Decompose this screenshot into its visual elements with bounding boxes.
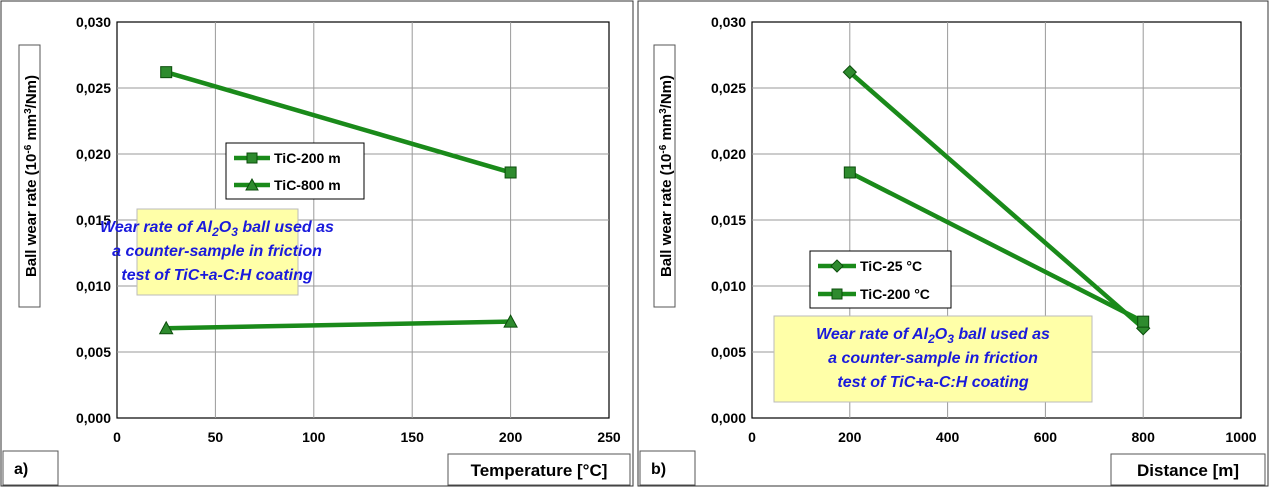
- panel-b-series-0-point-0: [842, 64, 858, 80]
- panel-b-series: [842, 64, 1151, 336]
- panel-b-series-1-point-0: [843, 166, 856, 179]
- panel-a-series-0-line: [165, 69, 512, 175]
- panel-b-x-tick-label: 800: [1132, 429, 1156, 445]
- panel-a-y-tick-label: 0,020: [76, 146, 111, 162]
- panel-a-legend-entries: TiC-200 m TiC-800 m: [234, 150, 341, 193]
- panel-b-x-ticks: 0 200 400 600 800 1000: [748, 429, 1257, 445]
- panel-a-legend-marker-0: [246, 152, 258, 164]
- panel-b-x-tick-label: 1000: [1225, 429, 1256, 445]
- panel-b-y-axis-label: Ball wear rate (10-6 mm3/Nm): [658, 75, 675, 277]
- panel-b-y-tick-label: 0,030: [711, 14, 746, 30]
- panel-b-x-tick-label: 200: [838, 429, 862, 445]
- panel-a-y-tick-label: 0,025: [76, 80, 111, 96]
- panel-b-annotation-line-1: Wear rate of Al2O3 ball used as: [816, 326, 1050, 346]
- panel-a-y-tick-label: 0,010: [76, 278, 111, 294]
- panel-b-x-axis-label: Distance [m]: [1137, 461, 1239, 480]
- panel-a-series-1-point-0: [158, 320, 174, 335]
- panel-a-x-tick-label: 150: [401, 429, 425, 445]
- panel-a-x-tick-label: 100: [302, 429, 326, 445]
- panel-a-annotation-box: [136, 208, 299, 296]
- panel-b-xlabel-box: [1110, 453, 1266, 486]
- panel-a-series-1-point-1: [503, 314, 518, 328]
- panel-a-xlabel-box: [447, 453, 631, 486]
- panel-a-x-tick-label: 250: [597, 429, 621, 445]
- panel-b-legend-marker-0: [830, 259, 844, 273]
- panel-b-annotation-box: [773, 315, 1093, 403]
- panel-a-y-tick-label: 0,005: [76, 344, 111, 360]
- panel-a-y-tick-label: 0,015: [76, 212, 111, 228]
- panel-a-x-axis-label: Temperature [°C]: [471, 461, 608, 480]
- panel-a-x-tick-label: 200: [499, 429, 523, 445]
- panel-b-legend-marker-1: [831, 288, 843, 300]
- panel-b-y-ticks: 0,000 0,005 0,010 0,015 0,020 0,025 0,030: [711, 14, 746, 426]
- panel-b-y-tick-label: 0,000: [711, 410, 746, 426]
- panel-a-legend-label-0: TiC-200 m: [274, 150, 341, 166]
- panel-a-annotation-line-3: test of TiC+a-C:H coating: [121, 267, 313, 284]
- panel-b-letter: b): [651, 461, 666, 478]
- panel-b-legend-label-0: TiC-25 °C: [860, 258, 922, 274]
- panel-a: 0,000 0,005 0,010 0,015 0,020 0,025 0,030 0 50 1…: [0, 0, 634, 487]
- panel-a-letter: a): [14, 461, 28, 478]
- panel-a-x-tick-label: 50: [208, 429, 224, 445]
- panel-a-letter-box: [2, 450, 59, 486]
- panel-a-x-ticks: 0 50 100 150 200 250: [113, 429, 621, 445]
- panel-b-y-tick-label: 0,010: [711, 278, 746, 294]
- panel-b-letter-box: [639, 450, 696, 486]
- panel-a-y-ticks: 0,000 0,005 0,010 0,015 0,020 0,025 0,030: [76, 14, 111, 426]
- panel-b-annotation-line-2: a counter-sample in friction: [828, 350, 1038, 367]
- panel-a-legend-label-1: TiC-800 m: [274, 177, 341, 193]
- panel-b-ylabel-box: [653, 44, 676, 308]
- panel-a-annotation-line-2: a counter-sample in friction: [112, 243, 322, 260]
- panel-a-series-0-point-0: [160, 66, 173, 79]
- panel-a-y-tick-label: 0,000: [76, 410, 111, 426]
- panel-b-y-tick-label: 0,025: [711, 80, 746, 96]
- panel-a-y-axis-label: Ball wear rate (10-6 mm3/Nm): [23, 75, 40, 277]
- panel-a-x-tick-label: 0: [113, 429, 121, 445]
- panel-b-legend-label-1: TiC-200 °C: [860, 286, 930, 302]
- panel-a-series: [158, 66, 518, 335]
- panel-b-x-tick-label: 600: [1034, 429, 1058, 445]
- panel-b: 0,000 0,005 0,010 0,015 0,020 0,025 0,030 0 200…: [637, 0, 1269, 487]
- panel-b-x-tick-label: 400: [936, 429, 960, 445]
- panel-b-legend-entries: TiC-25 °C TiC-200 °C: [818, 258, 930, 302]
- panel-a-y-tick-label: 0,030: [76, 14, 111, 30]
- panel-b-y-tick-label: 0,005: [711, 344, 746, 360]
- panel-b-series-0-line: [848, 70, 1145, 330]
- panel-b-series-1-line: [848, 170, 1145, 324]
- panel-b-y-tick-label: 0,020: [711, 146, 746, 162]
- panel-b-annotation-line-3: test of TiC+a-C:H coating: [837, 374, 1029, 391]
- panel-a-series-0-point-1: [504, 166, 517, 179]
- panel-b-x-tick-label: 0: [748, 429, 756, 445]
- panel-a-series-1-line: [166, 319, 511, 331]
- panel-b-series-1-point-1: [1137, 315, 1150, 328]
- panel-a-annotation-line-1: Wear rate of Al2O3 ball used as: [100, 219, 334, 239]
- panel-a-ylabel-box: [18, 44, 41, 308]
- panel-a-legend-marker-1: [245, 177, 259, 191]
- panel-b-y-tick-label: 0,015: [711, 212, 746, 228]
